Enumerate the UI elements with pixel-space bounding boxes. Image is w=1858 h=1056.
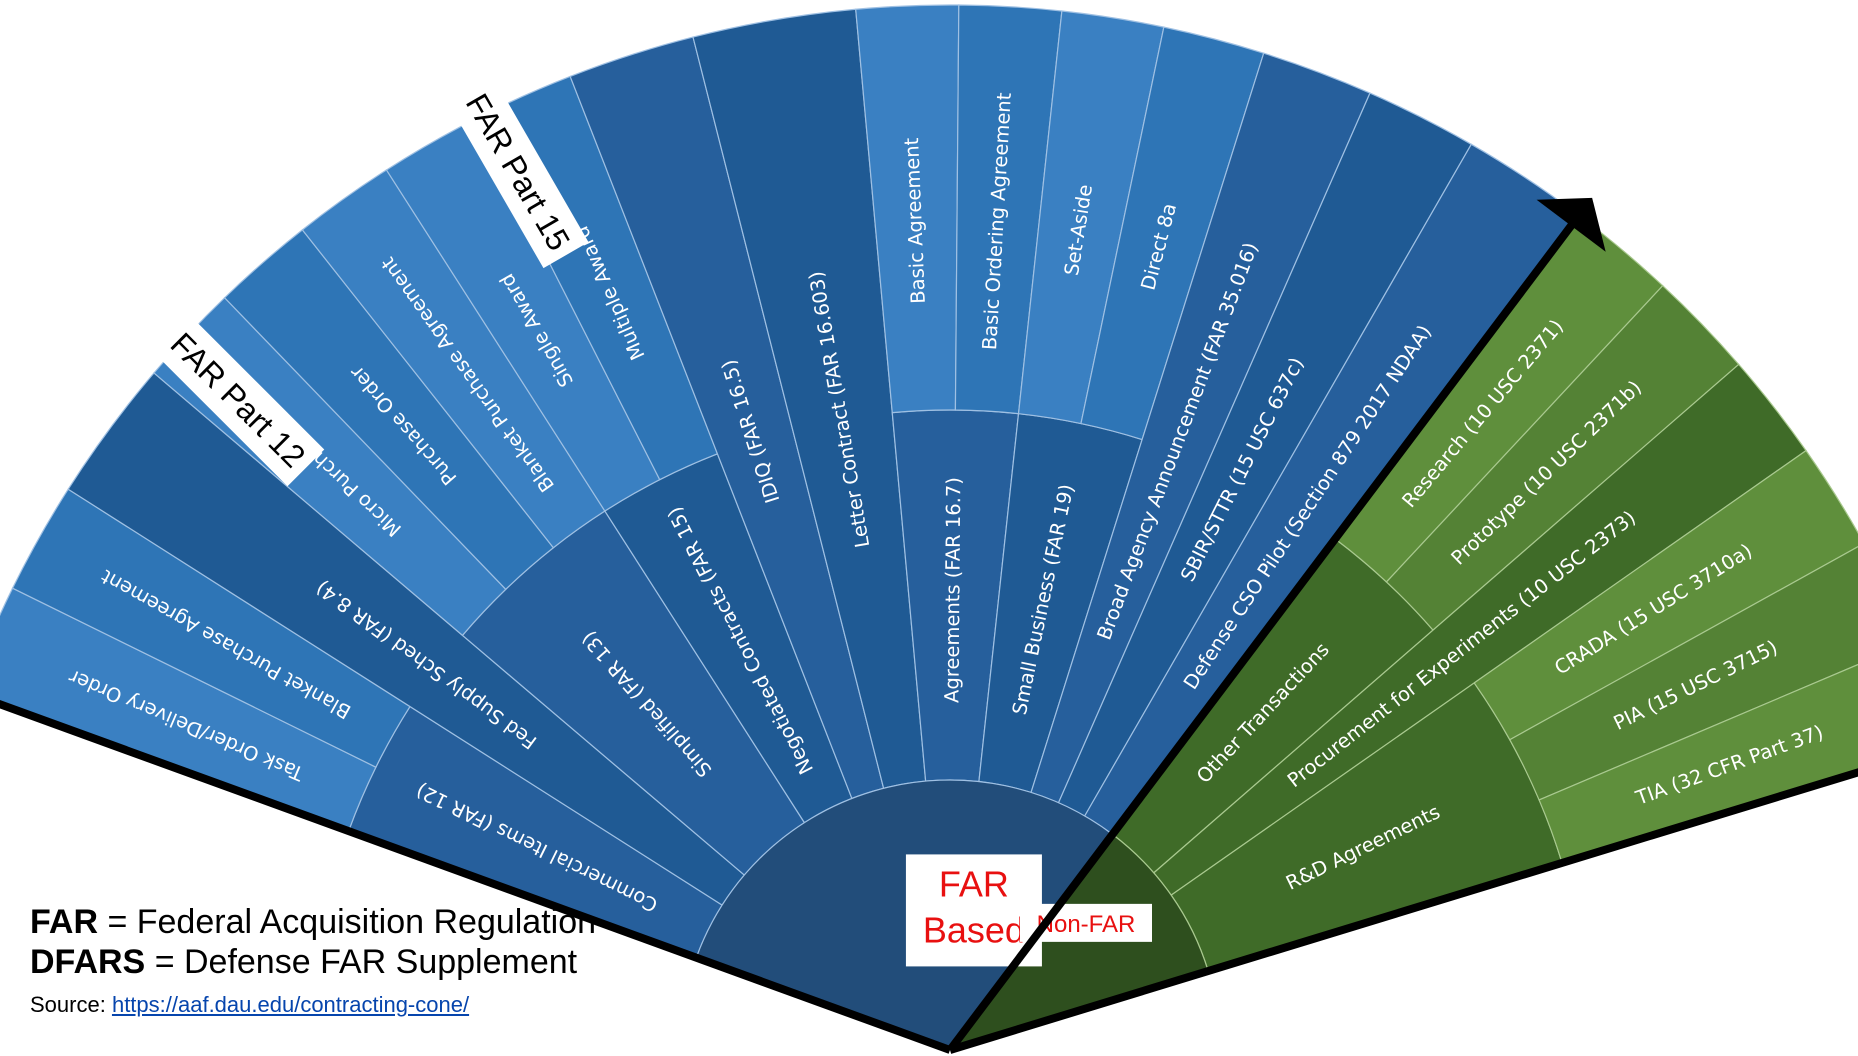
right-arrow [948,768,1858,1054]
legend-far-definition: = Federal Acquisition Regulation [107,903,597,941]
item-wedge [1538,663,1858,864]
item-wedge [1473,449,1858,741]
item-wedge [1508,546,1858,801]
legend-far: FAR = Federal Acquisition Regulation [30,902,596,942]
source-label: Source: [30,992,106,1017]
center-arrow-head [1536,197,1606,252]
far-based-label-line1: FAR [939,863,1009,904]
far-part-12-tag-box [151,313,325,487]
legend-dfars-definition: = Defense FAR Supplement [154,943,578,981]
left-arrow [0,699,952,1054]
center-arrow [946,217,1579,1053]
legend-far-term: FAR [30,903,98,941]
source-link[interactable]: https://aaf.dau.edu/contracting-cone/ [111,992,470,1017]
category-label-agreements-far-16-7: Agreements (FAR 16.7) [940,477,965,703]
non-far-core [948,833,1209,1052]
source-line: Source: https://aaf.dau.edu/contracting-… [30,992,596,1018]
far-core [695,779,1114,1051]
legend-dfars: DFARS = Defense FAR Supplement [30,942,596,982]
legend-dfars-term: DFARS [30,943,146,981]
legend: FAR = Federal Acquisition Regulation DFA… [30,902,596,1018]
far-part-15-tag-box [447,75,589,269]
far-based-box [905,854,1042,967]
far-based-label-line2: Based [923,909,1025,950]
